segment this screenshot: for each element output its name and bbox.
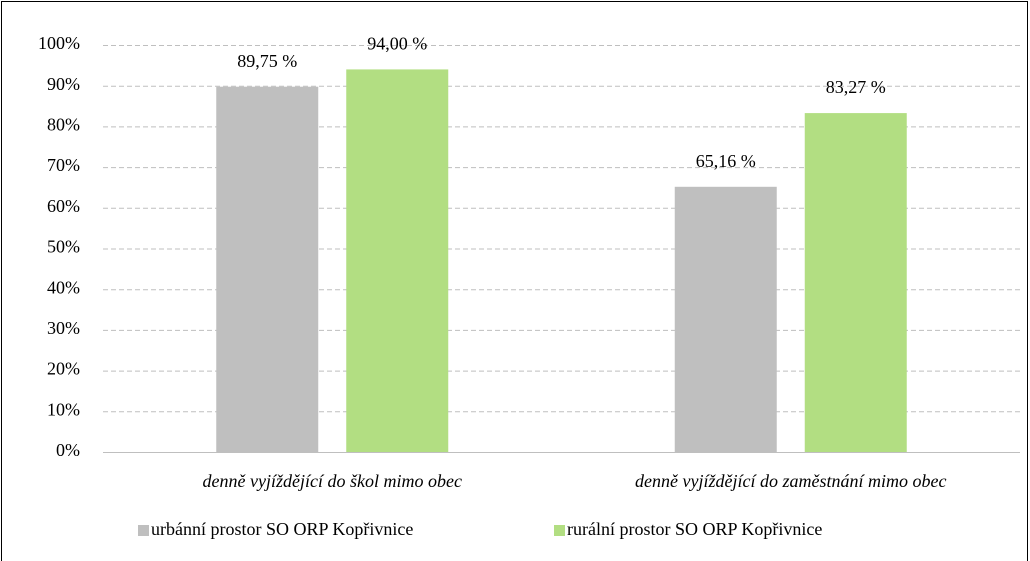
y-tick-label: 20% xyxy=(47,359,80,379)
value-label: 89,75 % xyxy=(237,51,297,71)
legend-label: urbánní prostor SO ORP Kopřivnice xyxy=(151,519,413,539)
x-tick-label: denně vyjíždějící do škol mimo obec xyxy=(203,471,462,491)
y-tick-label: 30% xyxy=(47,318,80,338)
bar xyxy=(216,86,319,452)
bar xyxy=(346,69,449,453)
bar xyxy=(804,113,907,453)
x-tick-label: denně vyjíždějící do zaměstnání mimo obe… xyxy=(635,471,946,491)
legend-label: rurální prostor SO ORP Kopřivnice xyxy=(567,519,822,539)
y-tick-label: 10% xyxy=(47,399,80,419)
y-tick-label: 60% xyxy=(47,196,80,216)
y-tick-label: 80% xyxy=(47,115,80,135)
y-tick-label: 100% xyxy=(38,33,80,53)
value-label: 94,00 % xyxy=(367,34,427,54)
legend-swatch xyxy=(554,525,565,536)
y-tick-label: 90% xyxy=(47,74,80,94)
y-tick-label: 70% xyxy=(47,155,80,175)
bar xyxy=(674,186,777,452)
y-tick-label: 50% xyxy=(47,237,80,257)
y-tick-label: 0% xyxy=(56,440,80,460)
value-label: 83,27 % xyxy=(826,77,886,97)
y-tick-label: 40% xyxy=(47,277,80,297)
value-label: 65,16 % xyxy=(696,151,756,171)
legend-swatch xyxy=(138,525,149,536)
